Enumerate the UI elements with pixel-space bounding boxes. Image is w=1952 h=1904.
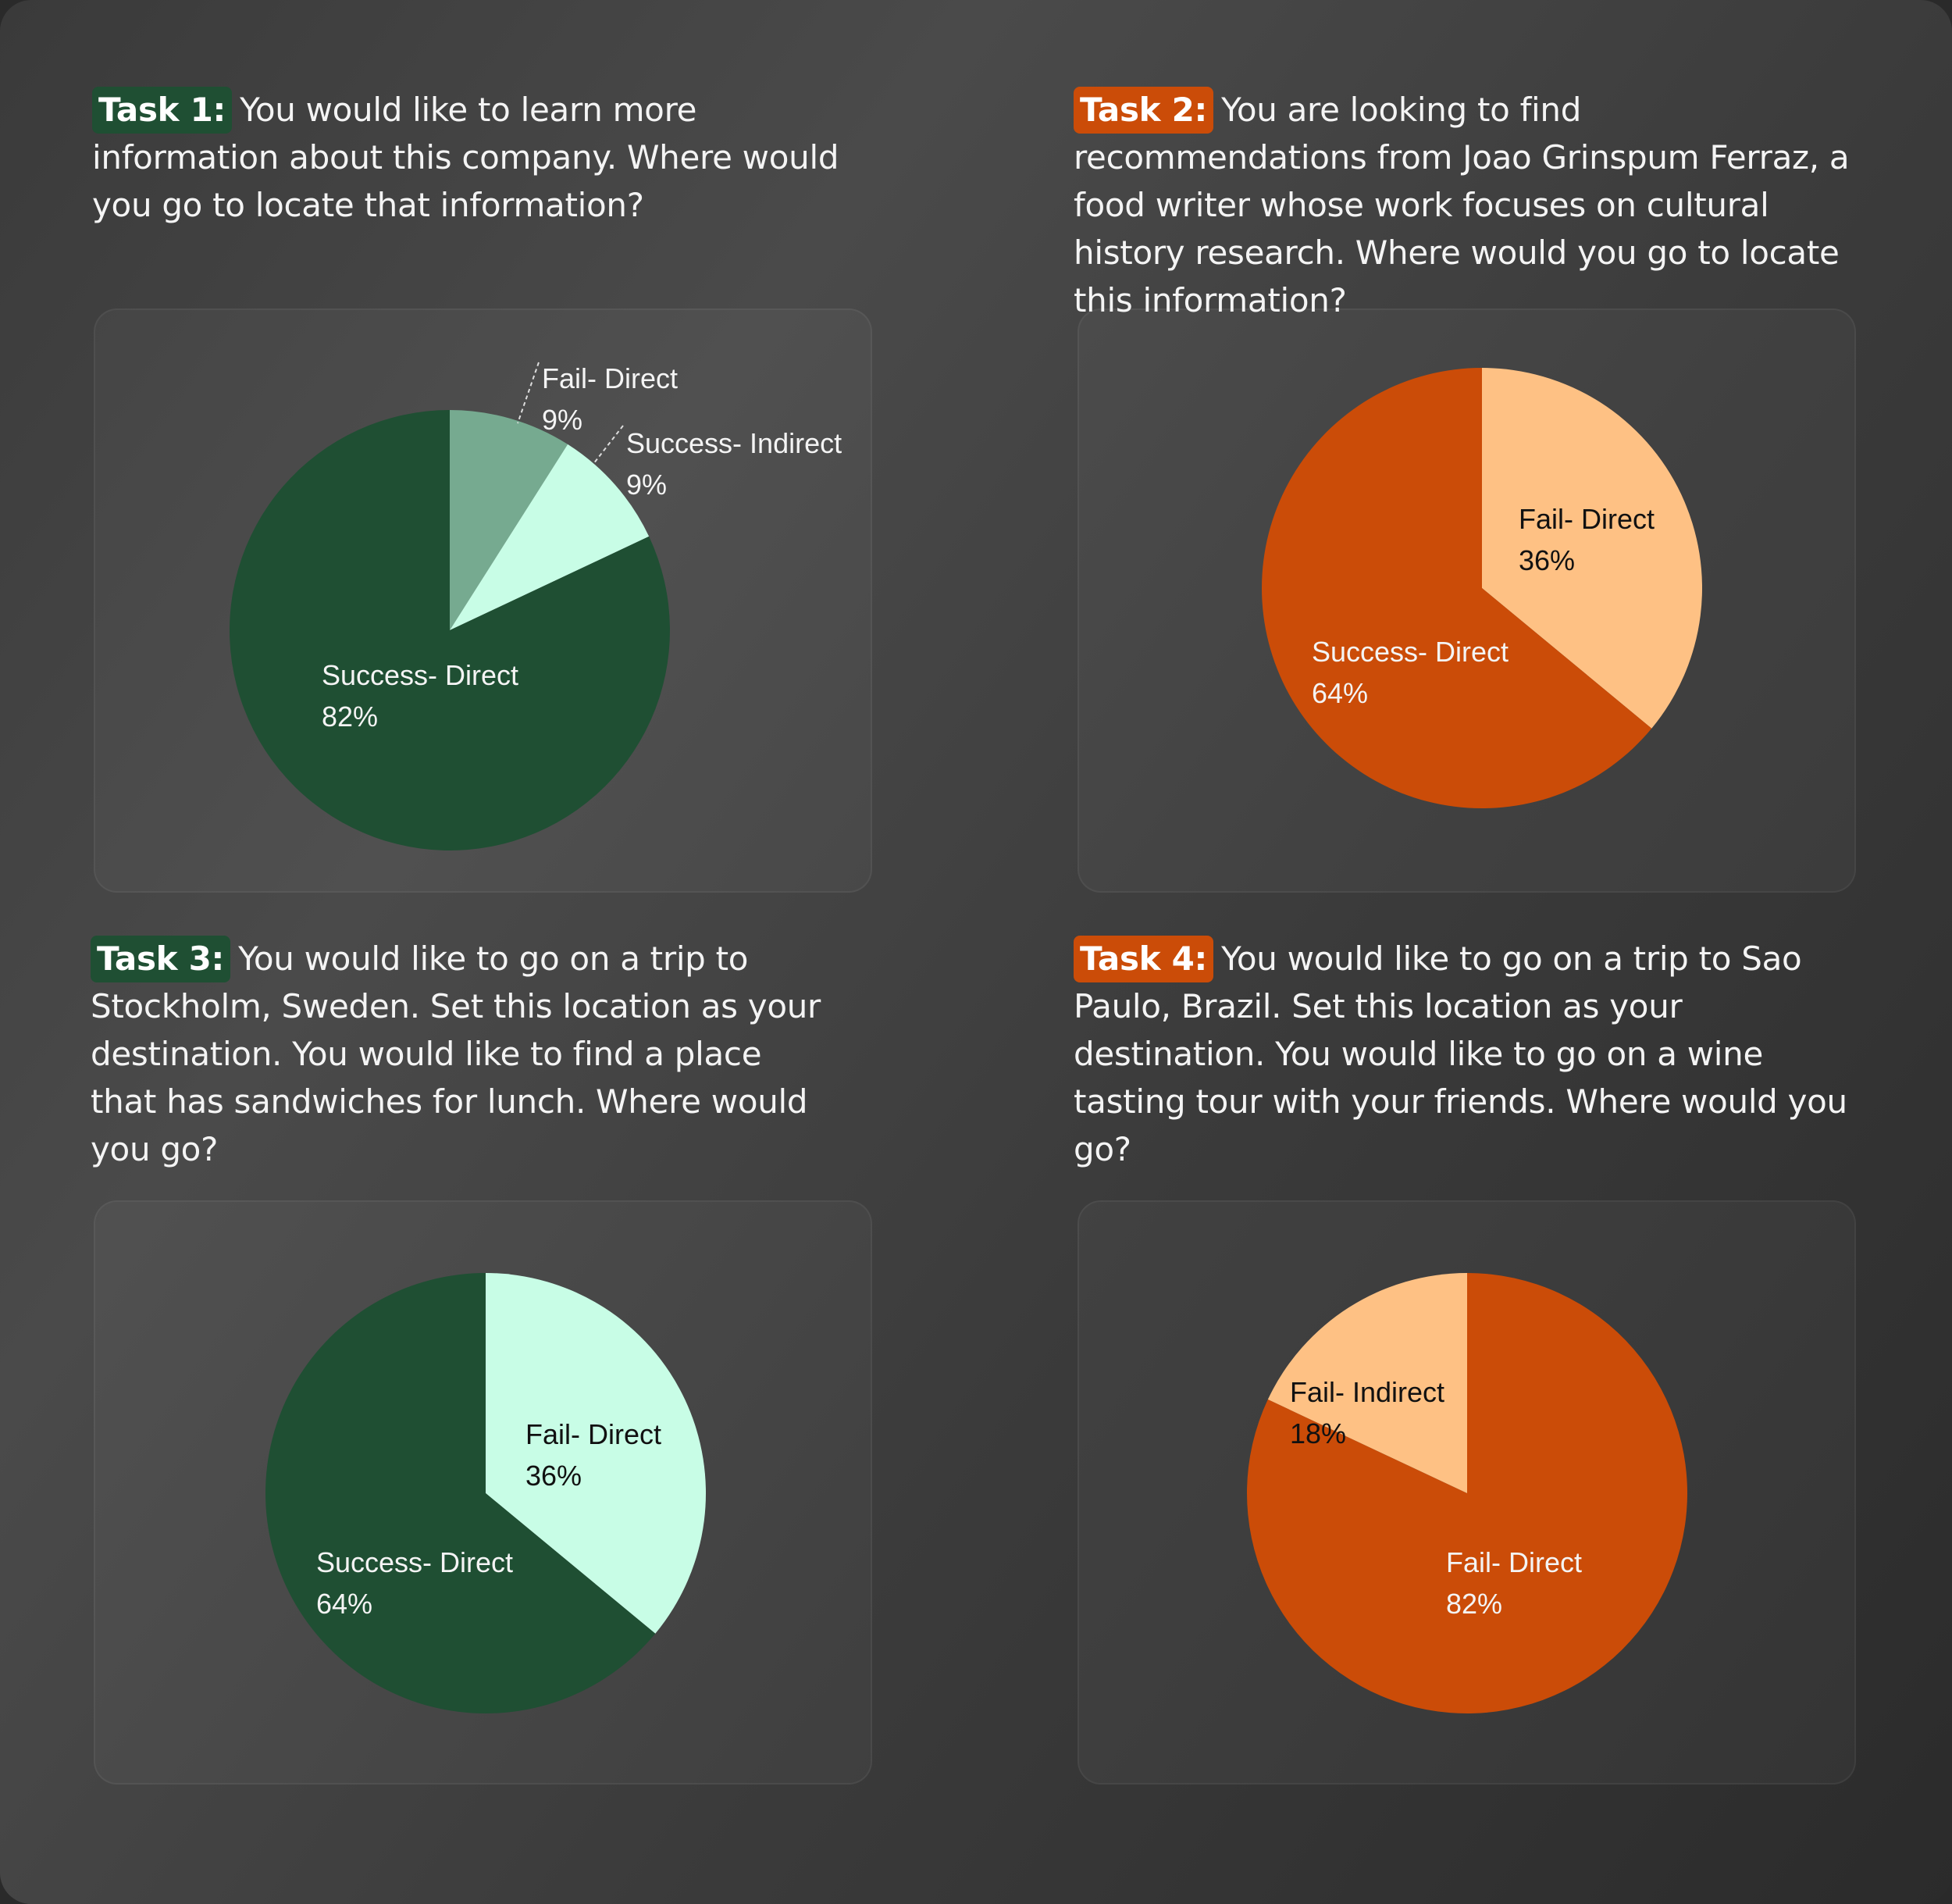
slice-percent-label: 36% — [1519, 544, 1575, 576]
slice-name-label: Fail- Direct — [525, 1418, 661, 1450]
chart-card-3: Fail- Direct 36% Success- Direct 64% — [94, 1200, 872, 1785]
task-1-description: Task 1: You would like to learn more info… — [92, 86, 889, 229]
slice-percent-label: 9% — [542, 404, 582, 436]
pie-slice-success-direct — [265, 1273, 656, 1713]
slice-percent-label: 64% — [316, 1588, 372, 1620]
task-1-label: Task 1: — [92, 87, 233, 134]
pie-chart-task-4: Fail- Direct 82% Fail- Indirect 18% — [1247, 1273, 1687, 1713]
task-3-description: Task 3: You would like to go on a trip to… — [91, 935, 832, 1173]
chart-card-1: Fail- Direct 9% Success- Indirect 9% Success… — [94, 308, 872, 893]
slice-percent-label: 64% — [1312, 677, 1368, 709]
pie-slice-fail-direct — [450, 410, 568, 630]
task-4-text: You would like to go on a trip to Sao Pa… — [1074, 940, 1847, 1168]
pie-slice-success-indirect — [450, 444, 650, 630]
pie-slice-success-direct — [230, 410, 671, 850]
slice-percent-label: 36% — [525, 1460, 582, 1492]
slice-percent-label: 82% — [322, 701, 378, 733]
task-3-label: Task 3: — [91, 936, 231, 982]
pie-chart-task-1: Fail- Direct 9% Success- Indirect 9% Success… — [230, 362, 842, 850]
slice-name-label: Fail- Direct — [542, 362, 678, 394]
task-3-text: You would like to go on a trip to Stockh… — [91, 940, 821, 1168]
leader-line — [593, 425, 624, 465]
pie-slice-fail-indirect — [1267, 1273, 1467, 1493]
pie-chart-task-2: Fail- Direct 36% Success- Direct 64% — [1261, 368, 1702, 808]
pie-slice-fail-direct — [1482, 368, 1702, 729]
chart-card-2: Fail- Direct 36% Success- Direct 64% — [1078, 308, 1856, 893]
slice-name-label: Fail- Indirect — [1290, 1376, 1444, 1408]
slice-name-label: Success- Direct — [322, 659, 518, 691]
slice-name-label: Success- Direct — [1312, 636, 1509, 668]
slice-percent-label: 82% — [1446, 1588, 1502, 1620]
slice-name-label: Success- Direct — [316, 1546, 513, 1578]
task-4-description: Task 4: You would like to go on a trip to… — [1074, 935, 1862, 1173]
pie-slice-fail-direct — [486, 1273, 706, 1634]
leader-line — [517, 362, 540, 424]
pie-chart-task-3: Fail- Direct 36% Success- Direct 64% — [265, 1273, 706, 1713]
pie-slice-success-direct — [1261, 368, 1652, 808]
slice-name-label: Fail- Direct — [1446, 1546, 1582, 1578]
task-4-label: Task 4: — [1074, 936, 1214, 982]
slice-name-label: Fail- Direct — [1519, 503, 1655, 535]
task-1-text: You would like to learn more information… — [92, 91, 839, 224]
task-2-text: You are looking to find recommendations … — [1074, 91, 1850, 319]
slice-name-label: Success- Indirect — [626, 427, 842, 459]
slice-percent-label: 18% — [1290, 1417, 1346, 1449]
task-2-description: Task 2: You are looking to find recommend… — [1074, 86, 1854, 324]
task-2-label: Task 2: — [1074, 87, 1214, 134]
chart-card-4: Fail- Direct 82% Fail- Indirect 18% — [1078, 1200, 1856, 1785]
slice-percent-label: 9% — [626, 469, 667, 501]
